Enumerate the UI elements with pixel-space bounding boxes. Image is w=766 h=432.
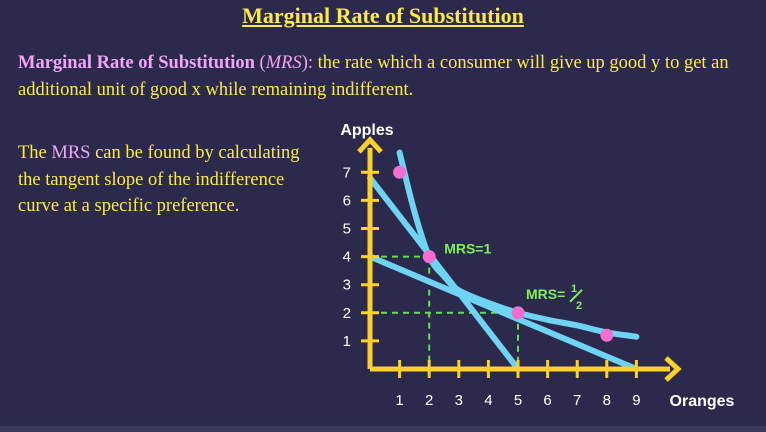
y-tick-label-5: 5 [343, 221, 351, 238]
definition-term: Marginal Rate of Substitution [18, 53, 255, 73]
annotation-fraction-denominator: 2 [576, 300, 582, 312]
x-axis-arrow [664, 356, 682, 382]
definition-paren-open: ( [254, 53, 266, 73]
x-tick-label-8: 8 [603, 392, 611, 409]
description-before: The [18, 143, 52, 163]
y-axis-arrow [357, 136, 383, 154]
curve-lines-layer [367, 149, 640, 372]
x-tick-label-3: 3 [455, 392, 463, 409]
curve-point-1 [393, 165, 407, 179]
curve-point-4 [600, 328, 614, 342]
annotation-fraction-bar [569, 289, 583, 303]
definition-text: the rate which a consumer will give up g… [18, 53, 729, 100]
x-tick-label-2: 2 [425, 392, 433, 409]
curve-point-2 [422, 250, 436, 264]
y-tick-label-7: 7 [343, 164, 351, 181]
annotation-mrs-half: MRS= [526, 286, 565, 302]
indifference-curve [396, 149, 640, 340]
points-layer [393, 165, 614, 342]
tangent-line-2 [367, 253, 640, 372]
y-tick-label-6: 6 [343, 192, 351, 209]
y-tick-label-2: 2 [343, 305, 351, 322]
mrs-definition: Marginal Rate of Substitution (MRS): the… [18, 50, 763, 104]
y-axis-title: Apples [340, 122, 393, 139]
x-tick-label-6: 6 [543, 392, 551, 409]
y-tick-label-4: 4 [343, 249, 351, 266]
y-tick-label-1: 1 [343, 333, 351, 350]
guide-lines-layer [370, 255, 519, 369]
description-highlight: MRS [51, 143, 91, 163]
annotation-fraction-numerator: 1 [571, 283, 577, 295]
x-tick-label-9: 9 [632, 392, 640, 409]
definition-paren-close: ): [301, 53, 313, 73]
x-tick-label-4: 4 [484, 392, 492, 409]
x-tick-label-5: 5 [514, 392, 522, 409]
annotation-mrs-1: MRS=1 [444, 241, 491, 257]
x-axis-title: Oranges [670, 393, 735, 410]
bottom-strip [0, 426, 766, 432]
x-tick-label-1: 1 [395, 392, 403, 409]
mrs-description: The MRS can be found by calculating the … [18, 140, 313, 220]
definition-abbreviation: MRS [265, 53, 302, 73]
x-tick-label-7: 7 [573, 392, 581, 409]
axes-layer [357, 136, 682, 382]
description-after: can be found by calculating the tangent … [18, 143, 300, 216]
slide-title: Marginal Rate of Substitution [242, 3, 524, 28]
curve-point-3 [511, 306, 525, 320]
y-tick-label-3: 3 [343, 277, 351, 294]
